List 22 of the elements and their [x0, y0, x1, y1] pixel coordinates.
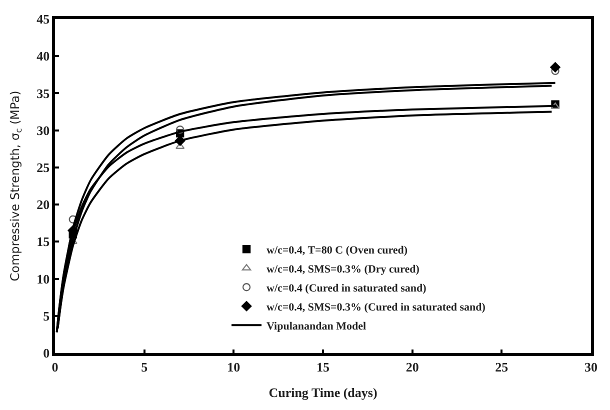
y-tick-label: 0 [43, 346, 50, 361]
x-tick-label: 20 [406, 359, 419, 374]
legend-label: w/c=0.4 (Cured in saturated sand) [266, 282, 427, 294]
y-tick-label: 35 [36, 86, 50, 101]
x-tick-label: 25 [495, 359, 509, 374]
legend-label: w/c=0.4, T=80 C (Oven cured) [266, 244, 408, 256]
x-tick-label: 10 [227, 359, 240, 374]
y-tick-label: 5 [43, 308, 50, 324]
x-tick-label: 30 [584, 359, 598, 374]
y-tick-label: 45 [36, 12, 50, 27]
y-tick-label: 25 [36, 160, 50, 175]
y-tick-label: 15 [36, 234, 50, 250]
legend-label: w/c=0.4, SMS=0.3% (Cured in saturated sand) [266, 301, 486, 314]
legend-label: w/c=0.4, SMS=0.3% (Dry cured) [266, 263, 420, 276]
x-tick-label: 15 [316, 359, 330, 374]
x-axis-title: Curing Time (days) [268, 384, 378, 400]
y-tick-label: 30 [36, 122, 50, 138]
y-tick-label: 40 [36, 48, 50, 64]
y-tick-label: 20 [36, 197, 50, 212]
legend-label: Vipulanandan Model [266, 320, 366, 332]
y-tick-label: 10 [36, 271, 50, 286]
x-tick-label: 5 [141, 359, 148, 374]
